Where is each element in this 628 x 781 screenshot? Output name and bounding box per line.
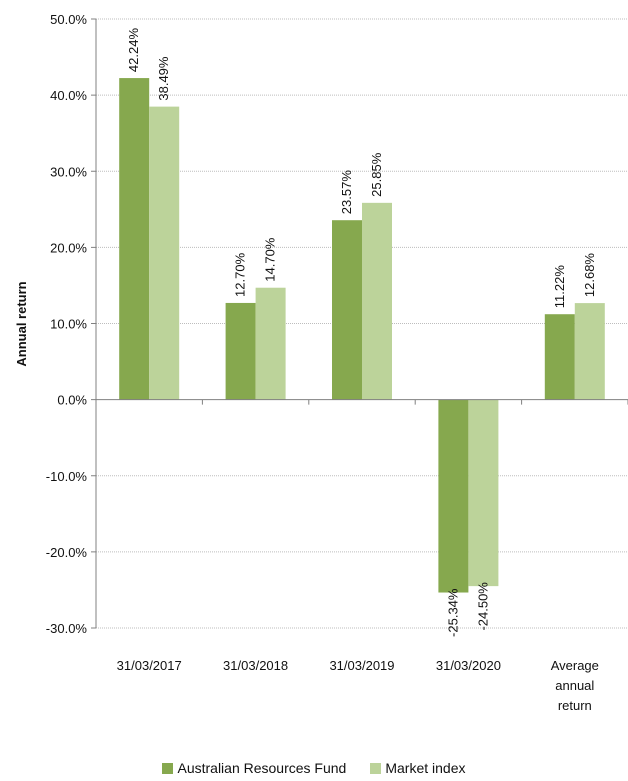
- data-label: 12.68%: [582, 253, 597, 298]
- x-category-label: 31/03/2017: [117, 658, 182, 673]
- bar: [438, 399, 469, 593]
- data-label: 42.24%: [126, 28, 141, 73]
- y-axis-title: Annual return: [14, 281, 29, 366]
- x-category-label: 31/03/2019: [329, 658, 394, 673]
- bar: [119, 78, 150, 400]
- legend-item-fund: Australian Resources Fund: [162, 760, 346, 776]
- data-labels: 42.24% 12.70% 23.57% -25.34% 11.22% 38.49% 14.…: [126, 28, 597, 637]
- x-category-label: Average: [551, 658, 599, 673]
- legend-label-market-index: Market index: [385, 760, 466, 776]
- y-tick-label: 40.0%: [50, 88, 87, 103]
- data-label: 14.70%: [263, 237, 278, 282]
- legend-label-fund: Australian Resources Fund: [177, 760, 347, 776]
- bar: [255, 287, 286, 400]
- legend-swatch-fund: [162, 762, 174, 774]
- legend-item-market-index: Market index: [370, 760, 466, 776]
- legend: Australian Resources Fund Market index: [0, 760, 628, 776]
- y-tick-label: -10.0%: [46, 469, 88, 484]
- y-tick-label: 20.0%: [50, 240, 87, 255]
- data-label: 12.70%: [233, 252, 248, 297]
- y-tick-label: -30.0%: [46, 621, 88, 636]
- x-category-label: 31/03/2018: [223, 658, 288, 673]
- x-category-label: annual: [555, 678, 594, 693]
- bar: [362, 202, 392, 400]
- x-category-label: 31/03/2020: [436, 658, 501, 673]
- data-label: 25.85%: [369, 152, 384, 197]
- data-label: 23.57%: [339, 170, 354, 215]
- data-label: -25.34%: [445, 588, 460, 637]
- bar: [332, 220, 362, 400]
- bar: [149, 106, 180, 400]
- legend-swatch-market-index: [370, 762, 382, 774]
- bar: [574, 303, 605, 400]
- y-tick-label: 50.0%: [50, 12, 87, 27]
- bar: [225, 302, 256, 400]
- axes: 50.0% 40.0% 30.0% 20.0% 10.0% 0.0% -10.0% -20.0…: [46, 12, 628, 713]
- x-category-label: return: [558, 698, 592, 713]
- data-label: -24.50%: [475, 582, 490, 631]
- data-label: 11.22%: [552, 265, 567, 309]
- bar: [468, 399, 499, 587]
- bar: [544, 314, 575, 400]
- y-tick-label: 10.0%: [50, 317, 87, 332]
- data-label: 38.49%: [156, 56, 171, 101]
- bars: [119, 78, 605, 593]
- y-tick-label: 30.0%: [50, 164, 87, 179]
- y-tick-label: -20.0%: [46, 545, 88, 560]
- y-tick-label: 0.0%: [57, 393, 87, 408]
